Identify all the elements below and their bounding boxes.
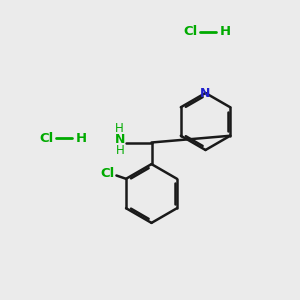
- Text: Cl: Cl: [39, 131, 54, 145]
- Text: N: N: [115, 133, 125, 146]
- Text: N: N: [200, 86, 211, 100]
- Text: Cl: Cl: [100, 167, 115, 180]
- Text: H: H: [75, 131, 87, 145]
- Text: Cl: Cl: [183, 25, 198, 38]
- Text: H: H: [115, 122, 124, 136]
- Text: H: H: [219, 25, 231, 38]
- Text: H: H: [116, 143, 124, 157]
